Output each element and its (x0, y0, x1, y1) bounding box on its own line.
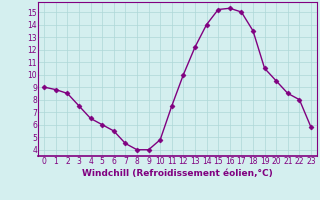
X-axis label: Windchill (Refroidissement éolien,°C): Windchill (Refroidissement éolien,°C) (82, 169, 273, 178)
